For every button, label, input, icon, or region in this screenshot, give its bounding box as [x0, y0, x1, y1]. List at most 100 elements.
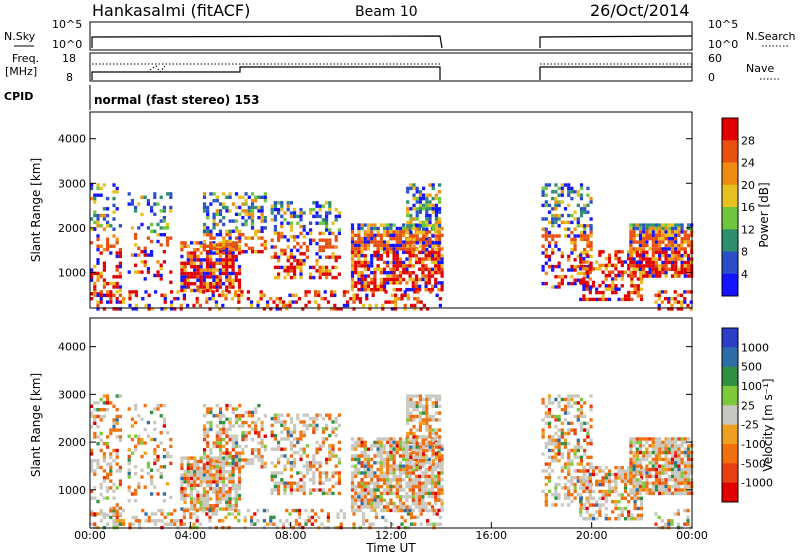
power-cell — [231, 268, 235, 272]
power-cell — [412, 207, 416, 211]
power-cell — [250, 205, 255, 210]
velocity-cell — [189, 483, 194, 487]
power-cell — [363, 288, 367, 292]
power-cell — [674, 267, 678, 271]
velocity-cell — [90, 459, 94, 463]
power-cell — [437, 281, 441, 285]
power-cell — [654, 250, 659, 254]
power-cell — [150, 222, 154, 227]
power-cell — [408, 226, 412, 231]
power-cell — [379, 267, 383, 271]
power-cell — [96, 220, 100, 225]
velocity-cell — [430, 454, 435, 458]
power-cell — [551, 285, 555, 289]
velocity-cell — [579, 479, 583, 483]
velocity-cell — [560, 421, 564, 425]
velocity-cell — [437, 471, 441, 475]
velocity-cell — [325, 491, 329, 496]
velocity-cell — [413, 515, 417, 520]
velocity-cell — [205, 470, 210, 474]
power-cell — [405, 288, 409, 292]
velocity-cell — [277, 420, 281, 424]
velocity-cell — [228, 420, 232, 425]
velocity-cell — [237, 519, 241, 523]
power-cell — [130, 253, 134, 257]
velocity-cell — [137, 414, 141, 418]
power-cell — [582, 256, 586, 261]
velocity-cell — [636, 496, 640, 500]
power-cell — [206, 233, 210, 237]
velocity-cell — [430, 505, 435, 509]
power-cell — [231, 248, 235, 252]
power-cell — [664, 274, 668, 278]
power-cell — [166, 226, 170, 230]
power-cell — [118, 271, 122, 276]
velocity-cell — [156, 407, 160, 411]
power-cell — [189, 271, 194, 276]
velocity-cell — [570, 428, 574, 432]
velocity-cell — [199, 483, 203, 487]
velocity-cell — [421, 481, 425, 485]
velocity-cell — [683, 484, 687, 489]
power-cell — [202, 258, 206, 262]
power-cell — [162, 250, 166, 254]
velocity-cell — [648, 467, 652, 472]
velocity-cell — [437, 447, 441, 451]
velocity-cell — [541, 418, 545, 422]
velocity-cell — [357, 505, 361, 509]
velocity-cell — [225, 476, 229, 481]
velocity-cell — [212, 444, 216, 449]
power-cell — [680, 303, 684, 308]
power-cell — [422, 203, 426, 208]
velocity-cell — [406, 455, 410, 459]
velocity-cell — [432, 512, 436, 516]
velocity-cell — [189, 466, 194, 470]
velocity-cell — [183, 456, 187, 460]
velocity-cell — [402, 454, 406, 458]
velocity-cell — [440, 491, 444, 496]
velocity-cell — [586, 435, 590, 439]
power-cell — [632, 267, 636, 271]
velocity-cell — [579, 425, 584, 429]
power-cell — [299, 218, 303, 222]
power-cell — [206, 209, 210, 213]
velocity-cell — [563, 442, 568, 446]
power-cell — [283, 265, 287, 270]
velocity-cell — [305, 461, 309, 465]
velocity-cell — [658, 464, 662, 468]
velocity-cell — [598, 510, 602, 514]
velocity-cell — [360, 471, 364, 475]
power-cell — [431, 210, 435, 214]
power-cell — [674, 250, 678, 254]
power-cell — [674, 254, 678, 258]
power-cell — [350, 250, 355, 254]
velocity-cell — [642, 437, 646, 441]
velocity-cell — [395, 447, 399, 451]
velocity-cell — [277, 444, 281, 448]
velocity-cell — [614, 503, 618, 507]
velocity-cell — [215, 470, 219, 474]
velocity-cell — [633, 506, 637, 511]
velocity-cell — [654, 447, 659, 451]
power-cell — [193, 261, 197, 265]
velocity-cell — [645, 454, 649, 458]
power-cell — [273, 231, 277, 236]
power-cell — [434, 243, 438, 248]
velocity-cell — [434, 397, 438, 402]
power-cell — [604, 287, 608, 291]
power-cell — [360, 250, 364, 254]
velocity-cell — [547, 472, 552, 476]
velocity-cell — [218, 493, 222, 498]
velocity-cell — [221, 490, 226, 494]
velocity-cell — [412, 445, 416, 449]
power-cell — [90, 268, 94, 272]
velocity-y-tick-label: 1000 — [58, 484, 86, 497]
velocity-cell — [317, 515, 321, 520]
velocity-cell — [389, 450, 393, 455]
power-cell — [604, 277, 608, 281]
power-cell — [296, 265, 300, 270]
velocity-cell — [585, 486, 589, 490]
velocity-cell — [257, 417, 261, 421]
power-cell — [280, 201, 284, 205]
velocity-cell — [405, 437, 409, 441]
